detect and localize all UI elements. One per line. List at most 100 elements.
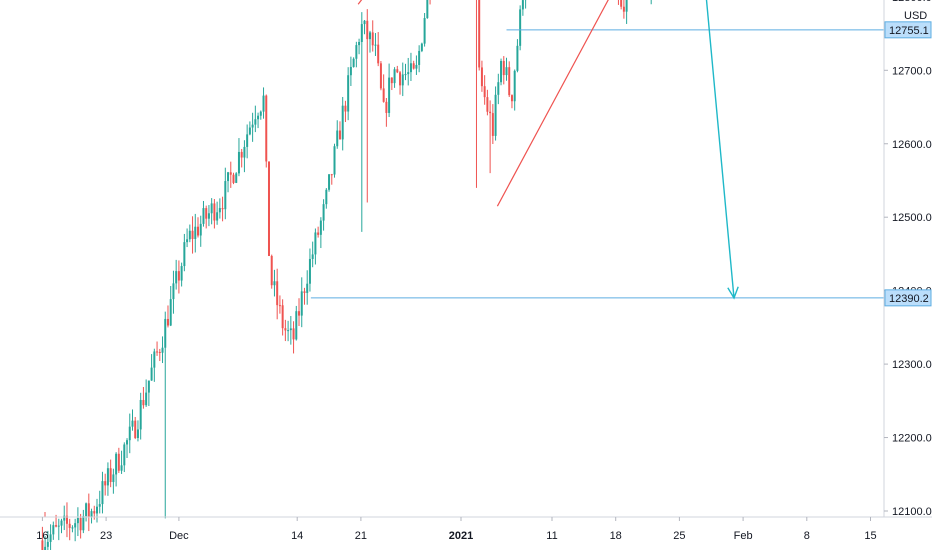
candle-body <box>71 527 74 529</box>
candle-body <box>505 67 508 76</box>
candle-body <box>106 468 109 486</box>
y-tick-label: 12700.0 <box>892 65 932 77</box>
candle-body <box>183 242 186 267</box>
candle-body <box>156 351 159 353</box>
candle-body <box>267 161 270 256</box>
candle-body <box>374 44 377 46</box>
candle-body <box>74 523 77 528</box>
candle-body <box>289 328 292 331</box>
candle-body <box>82 516 85 531</box>
candle-body <box>388 77 391 113</box>
candle-body <box>166 318 169 326</box>
candle-body <box>319 220 322 235</box>
candle-body <box>213 203 216 221</box>
candle-body <box>344 105 347 112</box>
candle-body <box>205 208 208 219</box>
candle-body <box>57 525 60 527</box>
price-line-label: 12755.1 <box>889 25 929 37</box>
candle-body <box>273 281 276 286</box>
candle-body <box>98 504 101 507</box>
candle-body <box>423 18 426 44</box>
candle-body <box>109 468 112 483</box>
candle-body <box>510 95 513 102</box>
candle-body <box>145 392 148 406</box>
candle-body <box>90 511 93 518</box>
x-tick-label: Feb <box>734 530 753 542</box>
candle-body <box>85 503 88 517</box>
candle-body <box>295 311 298 340</box>
candle-body <box>172 283 175 300</box>
candle-body <box>371 32 374 46</box>
candle-body <box>270 255 273 286</box>
candle-body <box>259 111 262 116</box>
candle-body <box>508 67 511 96</box>
candle-body <box>246 134 249 147</box>
candle-body <box>248 127 251 135</box>
x-tick-label: 21 <box>355 530 367 542</box>
y-tick-label: 12800.0 <box>892 0 932 4</box>
price-line-label-bg <box>884 21 932 39</box>
candle-body <box>93 511 96 514</box>
candle-body <box>377 44 380 64</box>
candle-body <box>415 64 418 69</box>
candle-body <box>254 119 257 125</box>
candle-body <box>322 204 325 221</box>
candle-body <box>87 503 90 518</box>
candle-body <box>303 291 306 293</box>
candle-body <box>131 420 134 427</box>
price-line-label: 12390.2 <box>889 293 929 305</box>
candle-body <box>317 232 320 235</box>
candle-body <box>420 43 423 51</box>
candle-body <box>412 63 415 69</box>
candle-body <box>347 75 350 112</box>
x-tick-label: 2021 <box>449 530 473 542</box>
candle-body <box>96 506 98 514</box>
candle-body <box>210 203 213 214</box>
candle-body <box>336 130 339 147</box>
x-tick-label: 25 <box>673 530 685 542</box>
candle-body <box>235 173 238 183</box>
candle-body <box>330 174 333 176</box>
candle-body <box>115 453 118 475</box>
candle-body <box>399 72 402 86</box>
candle-body <box>338 130 341 140</box>
candle-body <box>292 328 295 340</box>
candle-body <box>363 20 366 25</box>
candle-body <box>622 6 625 12</box>
candle-body <box>169 299 172 326</box>
candle-body <box>483 86 486 98</box>
candle-body <box>175 271 178 284</box>
candle-body <box>489 111 492 114</box>
candle-body <box>513 70 516 102</box>
lower-trendline[interactable] <box>496 0 720 207</box>
candle-body <box>284 328 287 331</box>
candle-body <box>620 0 623 7</box>
candle-body <box>52 525 55 535</box>
candle-body <box>76 517 79 524</box>
candle-body <box>41 540 44 550</box>
projection-arrow[interactable] <box>670 0 735 299</box>
candle-body <box>46 541 49 547</box>
candle-body <box>232 174 235 183</box>
y-tick-label: 12600.0 <box>892 139 932 151</box>
candle-body <box>314 232 317 255</box>
currency-label-bg <box>898 8 932 22</box>
candle-body <box>186 239 189 243</box>
candle-body <box>500 60 503 83</box>
candle-body <box>251 124 254 128</box>
candle-body <box>352 58 355 67</box>
candle-body <box>164 318 167 348</box>
candle-body <box>306 283 309 293</box>
candle-body <box>194 226 197 239</box>
candle-body <box>60 520 63 526</box>
candle-body <box>221 208 224 210</box>
candle-body <box>265 95 268 162</box>
candle-body <box>325 189 328 205</box>
candle-body <box>240 151 243 158</box>
candle-body <box>502 60 505 76</box>
candle-body <box>349 66 352 76</box>
projection-arrowhead <box>727 286 739 300</box>
